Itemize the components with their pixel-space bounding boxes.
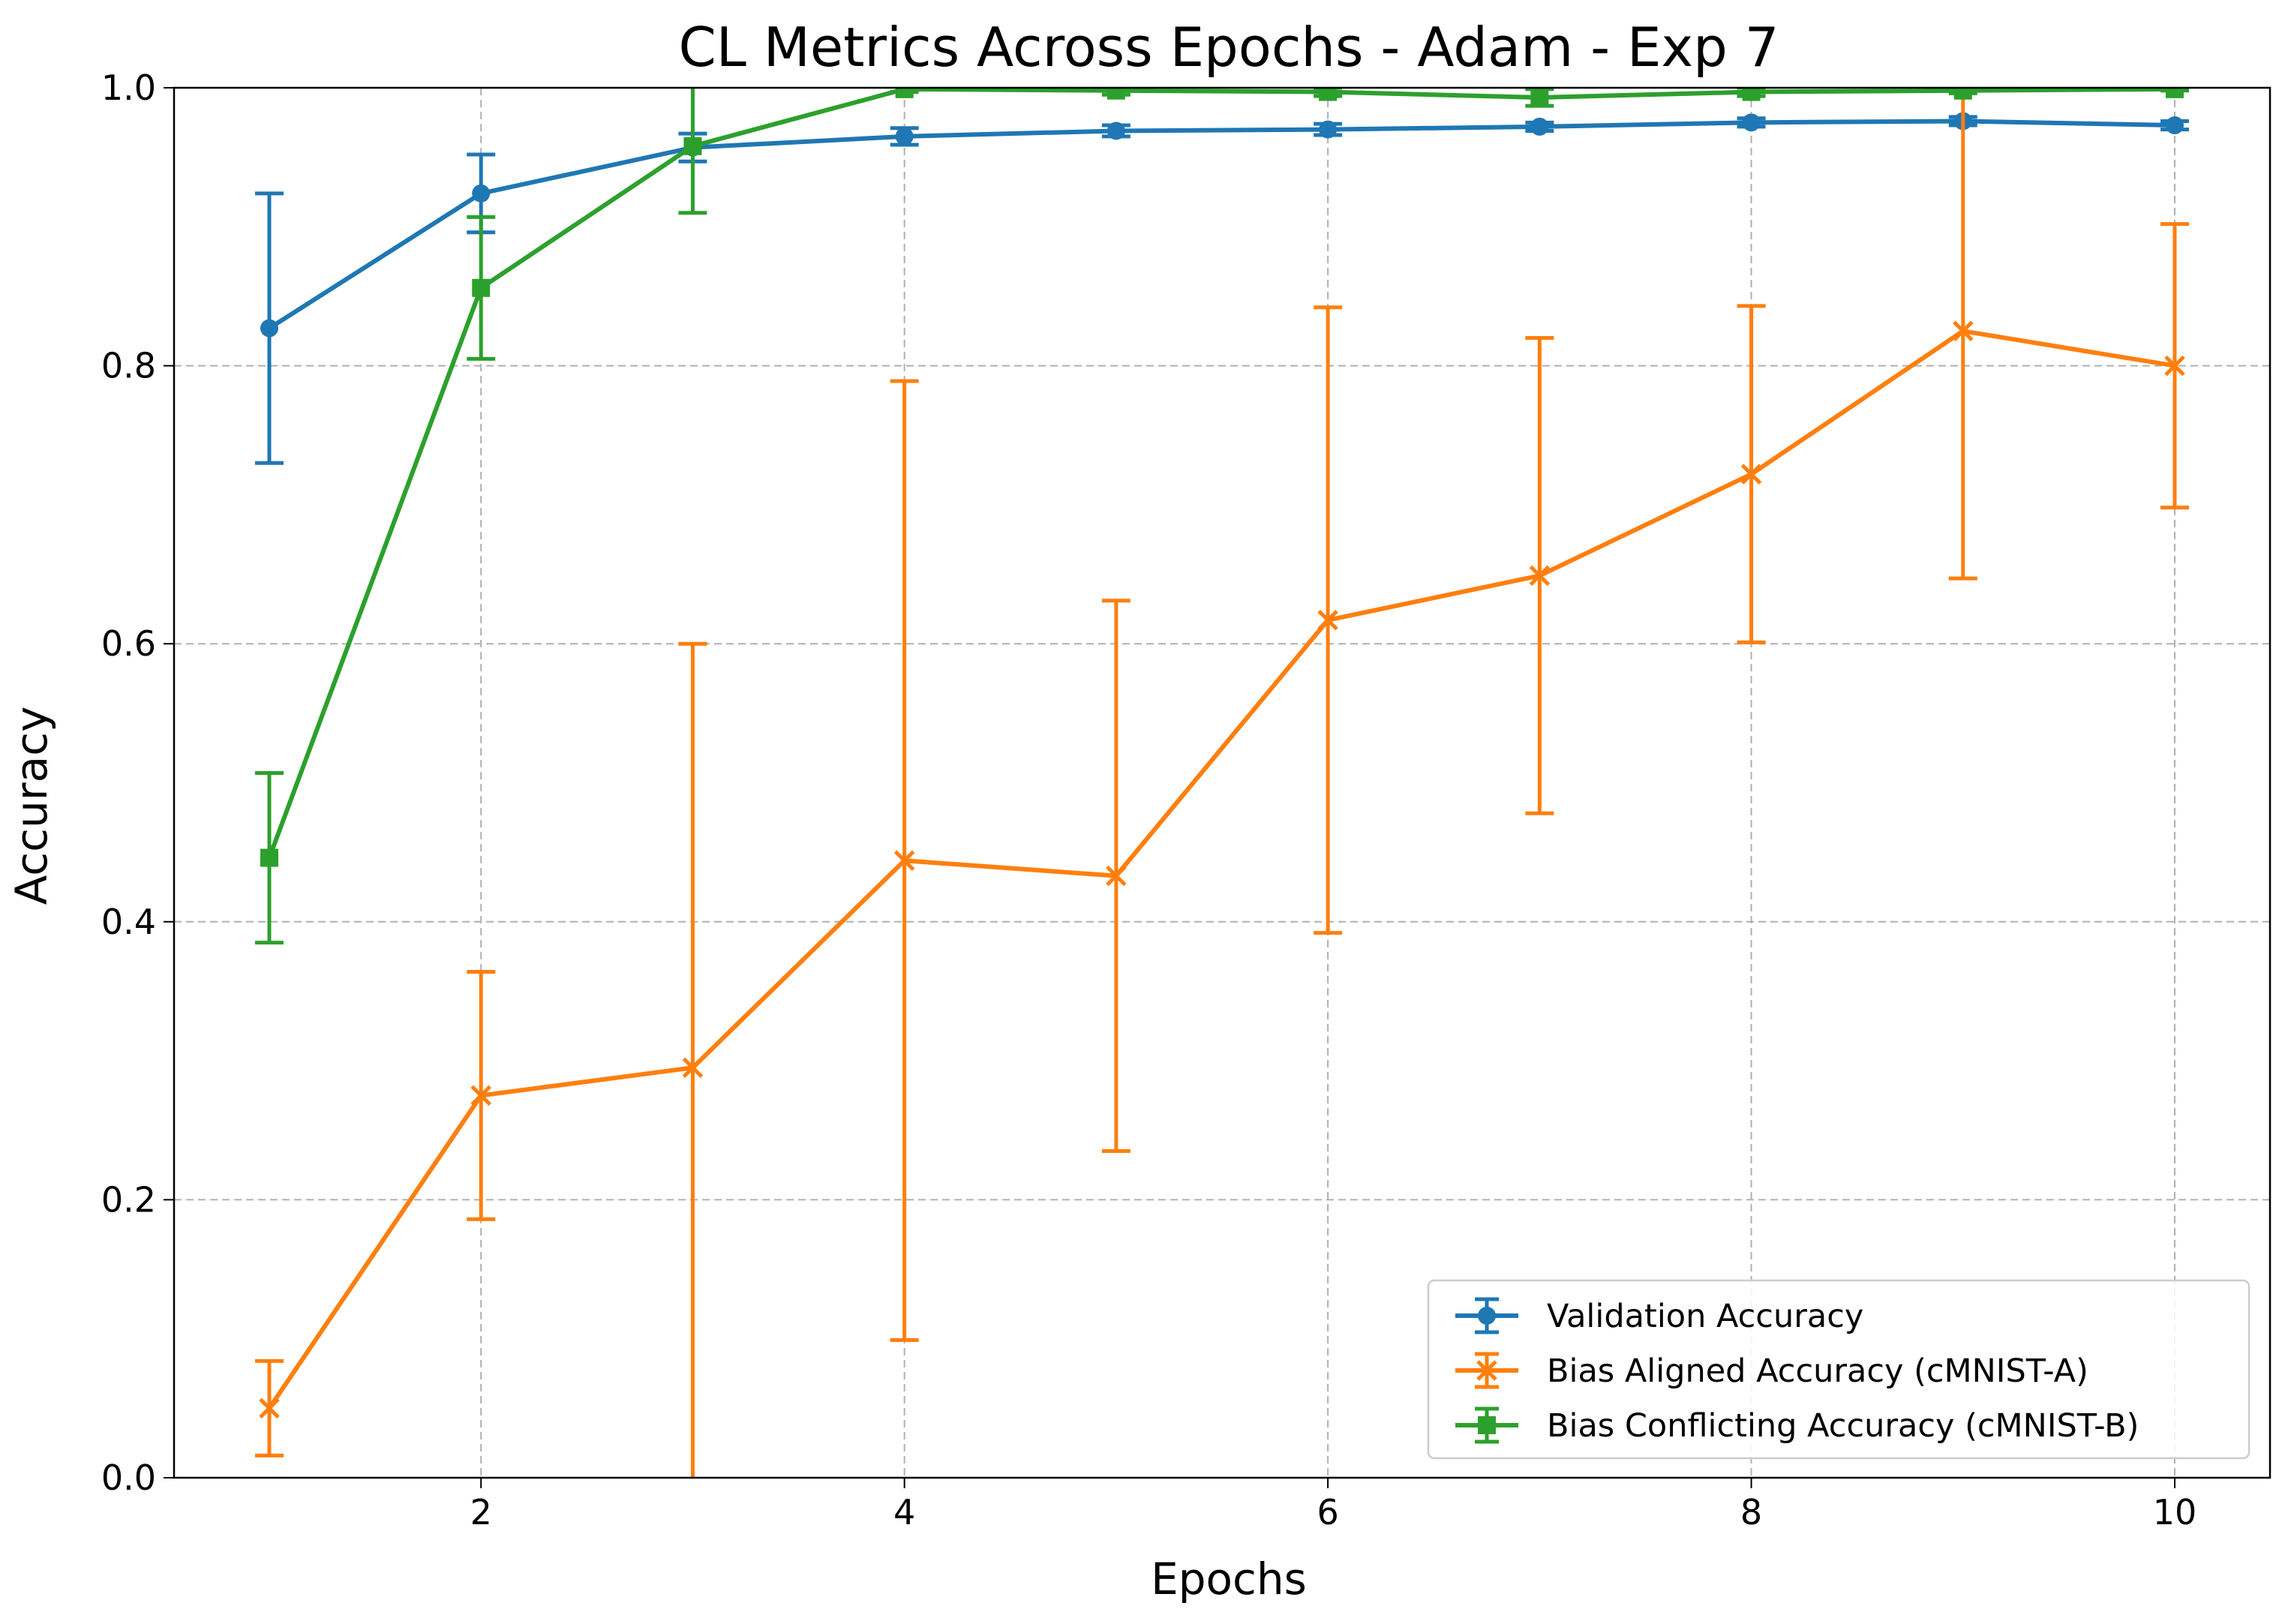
data-point — [1106, 88, 1125, 100]
y-tick-label: 1.0 — [101, 68, 156, 108]
legend-label: Bias Aligned Accuracy (cMNIST-A) — [1547, 1352, 2088, 1390]
y-tick-label: 0.6 — [101, 623, 156, 664]
data-point — [260, 848, 278, 867]
series-line — [268, 119, 2175, 331]
x-tick-label: 4 — [893, 1492, 915, 1532]
legend-label: Validation Accuracy — [1547, 1298, 1863, 1335]
data-point — [1478, 1307, 1496, 1325]
axes-frame — [173, 86, 2271, 1479]
data-point — [893, 850, 915, 872]
data-point — [1530, 117, 1549, 136]
chart-title: CL Metrics Across Epochs - Adam - Exp 7 — [679, 16, 1779, 79]
plot-area: 2 4 6 8 10 0.0 0.2 0.4 0.6 0.8 1.0 — [101, 68, 2271, 1532]
legend-entry-1: Validation Accuracy — [1455, 1297, 1863, 1335]
legend-entry-2: Bias Aligned Accuracy (cMNIST-A) — [1455, 1352, 2088, 1390]
data-point — [1740, 464, 1762, 485]
series-line — [267, 329, 2175, 1410]
legend-label: Bias Conflicting Accuracy (cMNIST-B) — [1547, 1407, 2139, 1445]
data-point — [895, 88, 914, 98]
data-point — [1742, 88, 1761, 101]
series-2 — [255, 88, 2189, 1478]
x-tick-label: 10 — [2153, 1492, 2197, 1532]
data-point — [1317, 609, 1338, 631]
data-point — [1478, 1416, 1496, 1434]
y-tick-label: 0.8 — [101, 346, 156, 386]
data-point — [2164, 355, 2185, 377]
data-point — [1953, 320, 1974, 342]
y-tick-label: 0.4 — [101, 902, 156, 942]
data-point — [1106, 122, 1125, 140]
x-tick-label: 6 — [1317, 1492, 1338, 1532]
y-tick-label: 0.2 — [101, 1179, 156, 1220]
data-point — [2166, 88, 2184, 98]
series-line — [267, 88, 2175, 859]
legend-box — [1427, 1279, 2250, 1460]
x-tick-label: 2 — [470, 1492, 492, 1532]
data-point — [895, 127, 914, 146]
data-point — [1953, 88, 1972, 100]
data-point — [472, 278, 491, 297]
data-point — [472, 184, 491, 203]
data-point — [470, 1085, 491, 1106]
series-3 — [255, 88, 2189, 945]
y-tick-label: 0.0 — [101, 1457, 156, 1498]
data-point — [1319, 120, 1338, 139]
data-point — [682, 1057, 704, 1079]
data-point — [1319, 88, 1338, 101]
data-point — [2166, 116, 2184, 135]
x-tick-label: 8 — [1740, 1492, 1762, 1532]
data-point — [260, 319, 278, 338]
data-point — [1106, 865, 1127, 887]
data-point — [1742, 113, 1761, 132]
y-axis-label: Accuracy — [6, 707, 57, 905]
data-point — [683, 137, 702, 155]
data-point — [1529, 565, 1551, 587]
x-axis-label: Epochs — [1151, 1553, 1307, 1604]
series-layer — [255, 88, 2189, 1478]
data-point — [259, 1397, 280, 1419]
legend: Validation Accuracy Bias Aligned Accuracy… — [1427, 1279, 2250, 1460]
data-point — [1530, 88, 1549, 107]
legend-entry-3: Bias Conflicting Accuracy (cMNIST-B) — [1455, 1406, 2139, 1445]
data-point — [1476, 1360, 1497, 1381]
